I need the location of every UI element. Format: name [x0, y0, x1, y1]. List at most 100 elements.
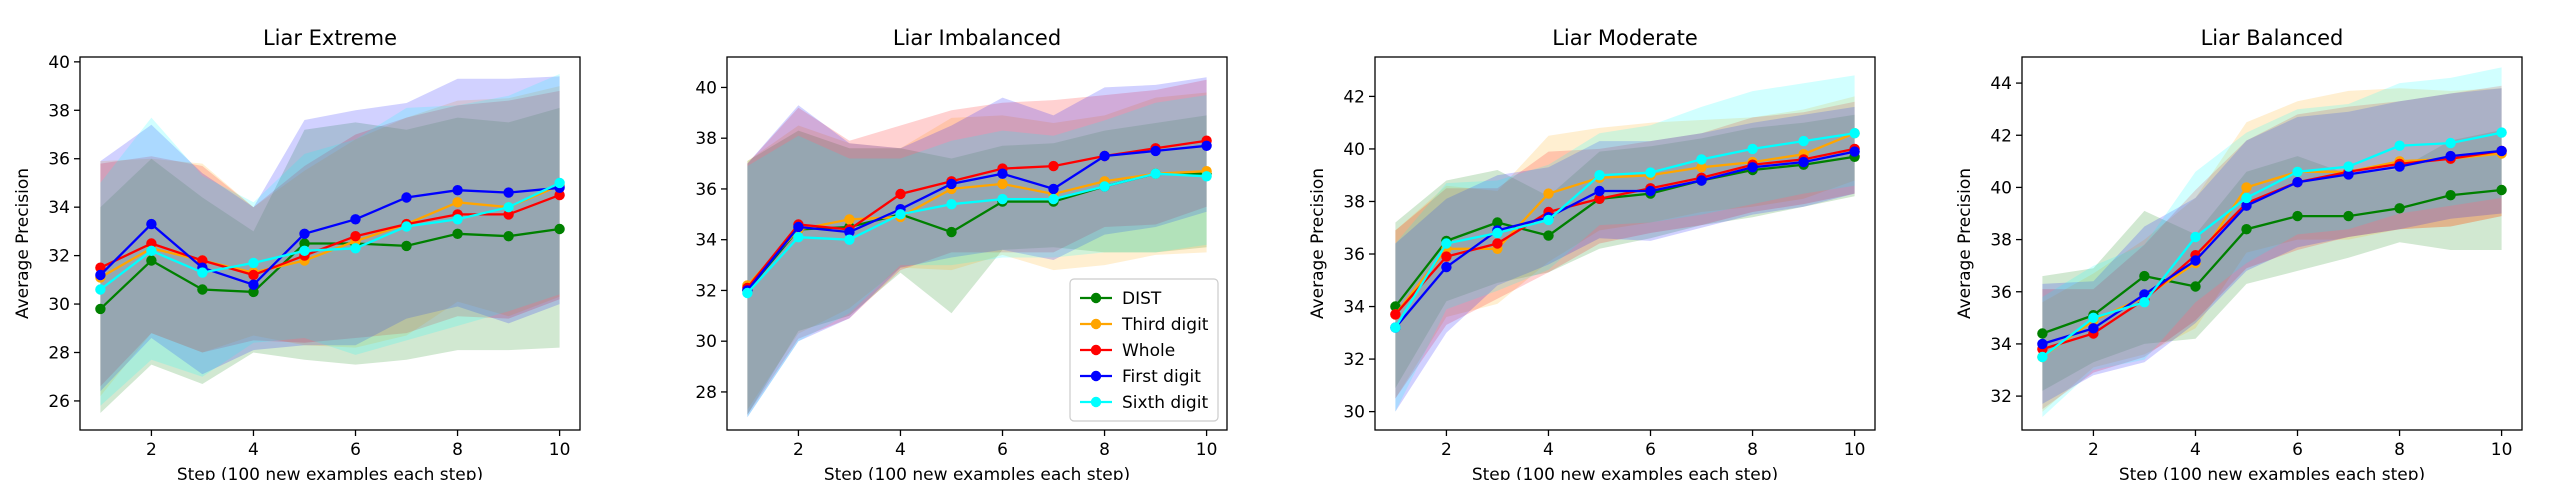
x-tick-label: 4: [1543, 440, 1554, 460]
point-whole-4: [248, 269, 259, 281]
point-sixth-digit-3: [1492, 227, 1503, 239]
point-first-digit-6: [1645, 185, 1656, 197]
y-tick-label: 28: [48, 343, 70, 363]
legend-label: DIST: [1122, 289, 1162, 309]
y-tick-label: 40: [695, 78, 717, 98]
point-dist-10: [2496, 184, 2507, 196]
y-tick-label: 36: [1343, 245, 1365, 265]
point-first-digit-2: [1441, 261, 1452, 273]
y-tick-label: 32: [1990, 387, 2012, 407]
legend-label: First digit: [1122, 367, 1201, 387]
band-dist: [100, 107, 560, 414]
series-line-sixth-digit: [2041, 131, 2502, 358]
point-first-digit-10: [1201, 140, 1212, 151]
point-dist-1: [1390, 301, 1401, 312]
y-tick-label: 32: [48, 247, 70, 267]
y-tick-label: 36: [1990, 283, 2012, 303]
chart-title: Liar Moderate: [1552, 26, 1698, 50]
x-axis-label: Step (100 new examples each step): [177, 465, 483, 480]
y-tick-label: 36: [48, 150, 70, 170]
y-tick-label: 38: [48, 101, 70, 121]
y-tick-label: 38: [1343, 192, 1365, 212]
band-first-digit: [2042, 88, 2502, 404]
point-first-digit-1: [2037, 338, 2048, 350]
point-sixth-digit-6: [350, 243, 361, 254]
axes-frame: [2021, 56, 2523, 431]
chart-title: Liar Balanced: [2201, 26, 2344, 50]
point-dist-7: [2343, 210, 2354, 222]
series-line-third-digit: [746, 170, 1207, 287]
series-line-first-digit: [746, 144, 1207, 292]
point-sixth-digit-3: [844, 234, 855, 245]
x-axis-label: Step (100 new examples each step): [2119, 465, 2425, 480]
point-first-digit-7: [2343, 169, 2354, 180]
point-sixth-digit-8: [1747, 143, 1758, 155]
point-dist-9: [503, 231, 514, 242]
y-axis-label: Average Precision: [1308, 168, 1328, 319]
point-sixth-digit-10: [2496, 127, 2507, 138]
point-first-digit-8: [2394, 161, 2405, 172]
point-first-digit-8: [1099, 150, 1110, 162]
axes-frame: [79, 56, 581, 431]
legend-marker: [1090, 396, 1102, 408]
point-sixth-digit-1: [1390, 322, 1401, 333]
y-tick-label: 30: [695, 332, 717, 352]
y-tick-label: 30: [48, 295, 70, 315]
point-first-digit-6: [2292, 177, 2303, 188]
series-line-first-digit: [2042, 149, 2502, 345]
point-first-digit-8: [1747, 162, 1758, 173]
point-sixth-digit-1: [742, 287, 753, 299]
point-first-digit-7: [1696, 175, 1707, 186]
point-sixth-digit-6: [2292, 166, 2303, 177]
point-whole-1: [95, 262, 106, 273]
point-sixth-digit-5: [1594, 170, 1605, 181]
legend-item-sixth-digit: Sixth digit: [1080, 393, 1208, 413]
legend-marker: [1090, 292, 1102, 304]
y-tick-label: 40: [48, 53, 70, 73]
point-first-digit-7: [1048, 183, 1059, 195]
y-tick-label: 34: [695, 231, 717, 251]
series-line-first-digit: [99, 186, 560, 287]
x-tick-label: 10: [1196, 440, 1218, 460]
y-tick-label: 28: [695, 383, 717, 403]
y-tick-label: 40: [1343, 140, 1365, 160]
point-sixth-digit-7: [1048, 193, 1059, 205]
band-sixth-digit: [100, 74, 560, 406]
band-dist: [1395, 114, 1855, 389]
point-first-digit-5: [299, 228, 310, 239]
point-sixth-digit-8: [1099, 181, 1110, 192]
point-dist-1: [2037, 328, 2048, 339]
point-first-digit-5: [1594, 185, 1605, 197]
panel-liar-moderate: 2 4 6 8 10 30 32 34 36 38 40 42 Liar Moderate Step (1…: [1308, 26, 1876, 480]
point-sixth-digit-6: [997, 193, 1008, 205]
x-tick-label: 4: [248, 440, 259, 460]
point-dist-8: [2394, 203, 2405, 214]
point-sixth-digit-10: [1849, 128, 1860, 139]
point-dist-5: [299, 238, 310, 249]
point-sixth-digit-4: [2190, 231, 2201, 243]
band-third-digit: [100, 86, 560, 397]
series-line-whole: [746, 139, 1207, 289]
x-tick-label: 6: [350, 440, 361, 460]
legend-label: Whole: [1122, 341, 1175, 361]
point-first-digit-4: [248, 279, 259, 290]
series-line-sixth-digit: [1394, 132, 1855, 329]
band-dist: [2042, 130, 2502, 391]
y-tick-label: 34: [48, 198, 70, 218]
point-first-digit-9: [1798, 156, 1809, 168]
point-dist-4: [2190, 281, 2201, 292]
point-whole-2: [146, 238, 157, 249]
y-tick-label: 34: [1990, 335, 2012, 355]
point-first-digit-3: [844, 226, 855, 238]
series-line-third-digit: [2041, 152, 2502, 358]
point-dist-9: [2445, 190, 2456, 201]
point-sixth-digit-5: [946, 199, 957, 210]
point-first-digit-6: [350, 214, 361, 225]
y-tick-label: 32: [695, 281, 717, 301]
y-tick-label: 34: [1343, 298, 1365, 318]
x-tick-label: 2: [146, 440, 157, 460]
y-axis-label: Average Precision: [13, 168, 33, 319]
y-tick-label: 42: [1990, 126, 2012, 146]
point-first-digit-9: [503, 187, 514, 198]
